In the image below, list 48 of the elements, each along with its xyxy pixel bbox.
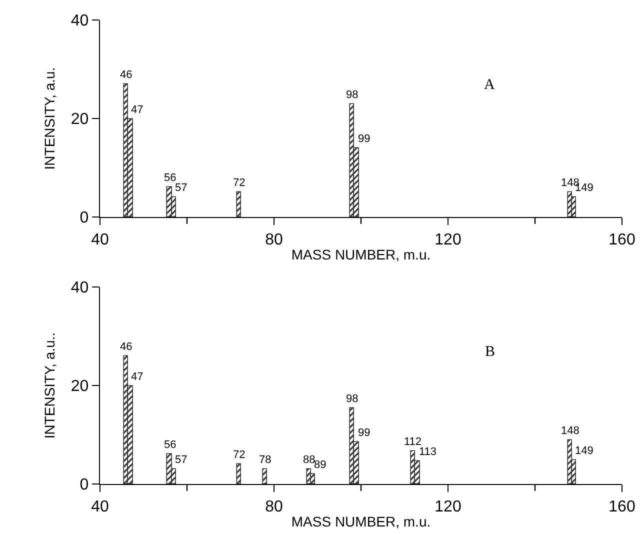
annotation: 72 [233,177,246,189]
annotation: 47 [131,104,144,116]
annotation: 98 [346,393,358,405]
annotation: 56 [164,439,176,451]
annotation: 99 [358,427,370,439]
x-tick-label: 40 [91,231,109,248]
annotation: 46 [120,69,132,81]
y-tick-label: 0 [80,210,89,227]
y-axis-title: INTENSITY, a.u. [42,67,58,170]
y-axis-title: INTENSITY, a.u.. [42,332,58,439]
bar [236,463,241,484]
annotation: 98 [346,89,358,101]
annotation: 72 [233,449,246,461]
annotation: 47 [131,371,144,383]
y-tick-label: 20 [70,111,89,128]
annotation: 149 [575,445,594,457]
annotation: 78 [259,454,272,466]
bar [166,453,172,484]
annotation: 99 [358,133,370,145]
bar [236,191,241,217]
annotation: 46 [120,341,132,353]
x-tick-label: 120 [434,498,462,516]
y-tick-label: 40 [70,12,89,30]
x-tick-label: 160 [608,498,636,516]
bar [166,186,172,217]
annotation: 57 [175,454,188,466]
x-tick-label: 120 [434,231,462,248]
y-tick-label: 40 [70,280,89,297]
annotation: A [484,77,495,93]
x-tick-label: 40 [91,498,109,516]
x-axis-title: MASS NUMBER, m.u. [291,246,431,263]
y-tick-label: 0 [80,476,89,494]
x-tick-label: 80 [265,231,283,248]
annotation: 148 [561,425,580,437]
annotation: 57 [175,182,188,194]
bar [567,439,572,484]
x-tick-label: 80 [265,498,283,516]
y-tick-label: 20 [70,378,89,396]
annotation: 89 [314,459,326,471]
annotation: 112 [404,436,422,448]
annotation: 88 [303,454,316,466]
x-tick-label: 160 [608,231,636,248]
bar [262,468,267,484]
x-axis-title: MASS NUMBER, m.u. [291,514,431,530]
annotation: B [485,344,496,360]
annotation: 113 [419,446,437,458]
annotation: 56 [164,172,176,184]
bar [306,468,311,484]
